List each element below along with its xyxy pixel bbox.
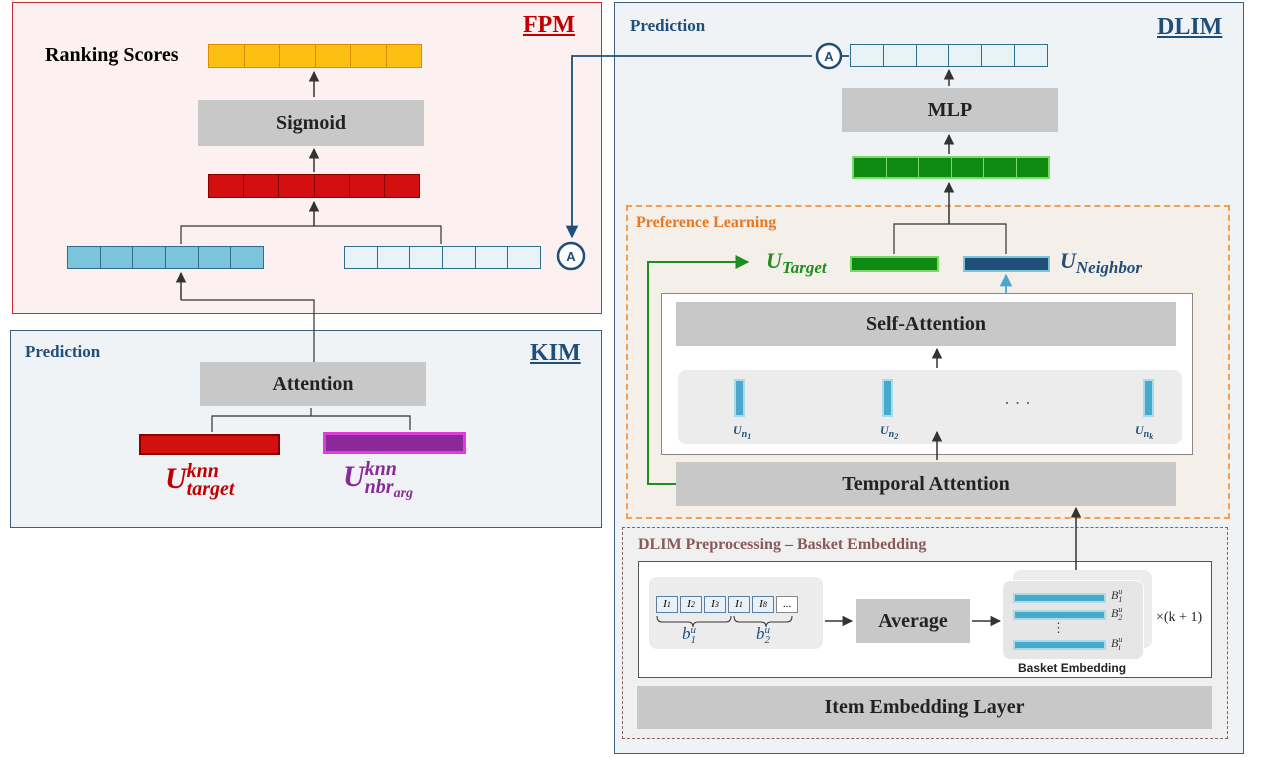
u-neighbor-label: UNeighbor bbox=[1060, 248, 1143, 277]
self-attention-box: Self-Attention bbox=[676, 302, 1176, 346]
item-ellipsis-cell: ... bbox=[776, 595, 798, 613]
item-sequence-group bbox=[649, 577, 823, 649]
preprocessing-title: DLIM Preprocessing – Basket Embedding bbox=[638, 536, 927, 553]
preference-learning-title: Preference Learning bbox=[636, 214, 777, 231]
neighbor-k-bar bbox=[1143, 379, 1154, 417]
average-box: Average bbox=[856, 599, 970, 643]
u-nbr-knn-vector bbox=[323, 432, 466, 454]
fused-red-vector bbox=[208, 174, 420, 198]
kim-prediction-label: Prediction bbox=[25, 342, 101, 361]
dlim-prediction-vector bbox=[850, 44, 1048, 67]
basket-embedding-ellipsis: ⋮ bbox=[1052, 620, 1065, 635]
kim-title: KIM bbox=[530, 340, 581, 366]
neighbor-k-label: Unk bbox=[1135, 423, 1154, 441]
sigmoid-box: Sigmoid bbox=[198, 100, 424, 146]
kim-attention-box: Attention bbox=[200, 362, 426, 406]
dlim-green-vector bbox=[852, 156, 1050, 179]
u-target-knn-vector bbox=[139, 434, 280, 455]
dlim-prediction-label: Prediction bbox=[630, 16, 706, 35]
u-neighbor-vector bbox=[963, 256, 1050, 272]
kim-output-vector bbox=[67, 246, 264, 269]
item-sequence: I 1 I 2 I 3 I 1 I 8... bbox=[656, 594, 800, 613]
basket-embedding-2-bar bbox=[1013, 610, 1106, 620]
temporal-attention-box: Temporal Attention bbox=[676, 462, 1176, 506]
neighbor-1-label: Un1 bbox=[733, 423, 752, 441]
u-target-vector bbox=[850, 256, 939, 272]
mlp-box: MLP bbox=[842, 88, 1058, 132]
dlim-title: DLIM bbox=[1157, 14, 1223, 40]
neighbor-2-bar bbox=[882, 379, 893, 417]
repeat-multiplier: ×(k + 1) bbox=[1156, 610, 1203, 625]
fpm-title: FPM bbox=[523, 12, 575, 38]
neighbor-ellipsis: · · · bbox=[1004, 393, 1031, 413]
dlim-output-vector bbox=[344, 246, 541, 269]
neighbor-1-bar bbox=[734, 379, 745, 417]
ranking-scores-label: Ranking Scores bbox=[45, 44, 179, 66]
neighbor-embeddings-row bbox=[678, 370, 1182, 444]
item-embedding-layer-box: Item Embedding Layer bbox=[637, 686, 1212, 729]
basket-embedding-caption: Basket Embedding bbox=[1018, 661, 1127, 675]
neighbor-2-label: Un2 bbox=[880, 423, 899, 441]
basket-embedding-i-bar bbox=[1013, 640, 1106, 650]
ranking-scores-vector bbox=[208, 44, 422, 68]
basket-embedding-1-bar bbox=[1013, 593, 1106, 603]
u-target-label: UTarget bbox=[766, 248, 827, 277]
